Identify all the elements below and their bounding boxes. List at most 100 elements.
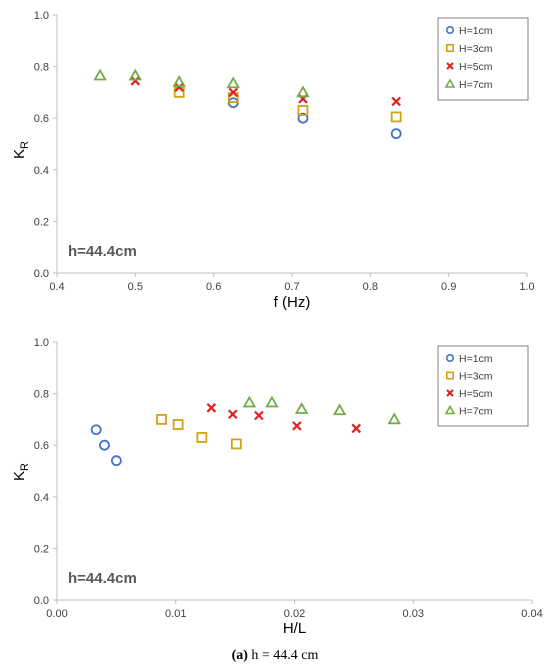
y-tick-label: 0.0	[34, 268, 49, 280]
legend-label: H=1cm	[459, 25, 493, 37]
data-point	[206, 403, 217, 413]
x-tick-label: 0.02	[284, 608, 305, 620]
data-point	[294, 402, 309, 414]
data-point	[99, 439, 110, 451]
x-axis-label: H/L	[283, 620, 306, 637]
legend: H=1cm H=3cm H=5cm H=7cm	[437, 345, 529, 427]
y-axis-label-main: K	[11, 149, 28, 159]
y-tick-label: 0.6	[34, 440, 49, 452]
x-tick-label: 0.6	[206, 281, 221, 293]
chart-kr-vs-frequency: 0.4 0.5 0.6 0.7 0.8 0.9 1.0 0.0 0.2 0.4 0.6 0.8 1.0 f…	[11, 10, 535, 311]
y-tick-label: 0.8	[34, 389, 49, 401]
y-axis-label-main: K	[11, 471, 28, 481]
legend-marker	[444, 404, 456, 415]
legend-label: H=3cm	[459, 371, 493, 383]
chart-kr-vs-wave-steepness: 0.00 0.01 0.02 0.03 0.04 0.0 0.2 0.4 0.6 0.8 1.0 H/…	[11, 337, 543, 637]
y-tick-label: 0.8	[34, 62, 49, 74]
legend-marker	[446, 62, 454, 70]
data-point	[332, 403, 347, 416]
data-point	[230, 438, 242, 450]
depth-annotation: h=44.4cm	[68, 243, 137, 260]
caption-text: h = 44.4 cm	[247, 648, 319, 663]
data-point	[172, 419, 184, 430]
caption-label: (a)	[231, 648, 248, 663]
x-tick-label: 0.01	[165, 608, 186, 620]
legend-label: H=7cm	[459, 79, 493, 91]
y-tick-label: 0.2	[34, 216, 49, 228]
figure-caption: (a) h = 44.4 cm	[0, 648, 550, 664]
legend-item: H=7cm	[444, 404, 493, 418]
y-tick-label: 0.6	[34, 113, 49, 125]
data-point	[110, 455, 122, 467]
data-point	[390, 111, 402, 123]
data-point	[296, 85, 310, 98]
x-axis-label: f (Hz)	[274, 294, 311, 311]
legend-label: H=1cm	[459, 353, 493, 365]
legend-item: H=1cm	[445, 25, 493, 37]
legend-item: H=3cm	[445, 43, 493, 55]
legend-marker	[445, 43, 454, 52]
x-tick-label: 0.03	[403, 608, 424, 620]
data-point	[130, 76, 141, 86]
y-axis-label: KR	[11, 463, 31, 481]
y-tick-label: 0.2	[34, 543, 49, 555]
legend-label: H=3cm	[459, 43, 493, 55]
legend-item: H=5cm	[446, 61, 493, 73]
data-point	[292, 421, 302, 431]
series-h-5cm	[206, 403, 362, 434]
legend-item: H=5cm	[446, 388, 493, 400]
data-point	[90, 424, 102, 436]
x-tick-label: 1.0	[519, 281, 534, 293]
y-tick-label: 0.4	[34, 165, 49, 177]
data-point	[156, 413, 167, 425]
legend-marker	[445, 25, 454, 34]
y-axis-label-subscript: R	[19, 141, 31, 149]
data-point	[128, 68, 143, 81]
data-point	[351, 423, 362, 434]
series-h-5cm	[130, 76, 401, 107]
series-h-1cm	[90, 424, 122, 467]
legend-marker	[445, 371, 454, 380]
legend-item: H=7cm	[444, 78, 493, 91]
data-point	[265, 395, 279, 408]
series-h-7cm	[93, 68, 310, 98]
series-h-1cm	[227, 97, 402, 140]
legend-item: H=1cm	[445, 353, 493, 365]
legend-label: H=5cm	[459, 61, 493, 73]
x-tick-label: 0.00	[46, 608, 67, 620]
legend-label: H=5cm	[459, 388, 493, 400]
x-tick-label: 0.4	[49, 281, 64, 293]
x-tick-label: 0.8	[363, 281, 378, 293]
data-point	[297, 105, 309, 116]
x-tick-label: 0.7	[284, 281, 299, 293]
data-point	[297, 112, 309, 124]
y-tick-label: 0.4	[34, 492, 49, 504]
y-tick-label: 1.0	[34, 10, 49, 22]
data-point	[391, 96, 401, 107]
legend-marker	[444, 78, 456, 88]
data-point	[196, 432, 208, 443]
x-tick-label: 0.04	[521, 608, 542, 620]
data-point	[242, 395, 257, 408]
data-point	[174, 82, 184, 93]
depth-annotation: h=44.4cm	[68, 570, 137, 587]
data-point	[226, 76, 241, 89]
series-h-3cm	[173, 87, 402, 123]
legend: H=1cm H=3cm H=5cm H=7cm	[437, 17, 529, 101]
data-point	[172, 75, 186, 87]
legend-marker	[445, 353, 454, 362]
data-point	[93, 68, 107, 81]
legend-marker	[446, 389, 454, 397]
data-point	[390, 128, 402, 140]
y-axis-label-subscript: R	[19, 463, 31, 471]
y-axis-label: KR	[11, 141, 31, 159]
legend-item: H=3cm	[445, 371, 493, 383]
data-point	[254, 410, 264, 421]
y-tick-label: 0.0	[34, 595, 49, 607]
series-h-3cm	[156, 413, 242, 450]
x-tick-label: 0.9	[441, 281, 456, 293]
data-point	[228, 87, 239, 98]
legend-label: H=7cm	[459, 406, 493, 418]
data-point	[387, 412, 402, 425]
